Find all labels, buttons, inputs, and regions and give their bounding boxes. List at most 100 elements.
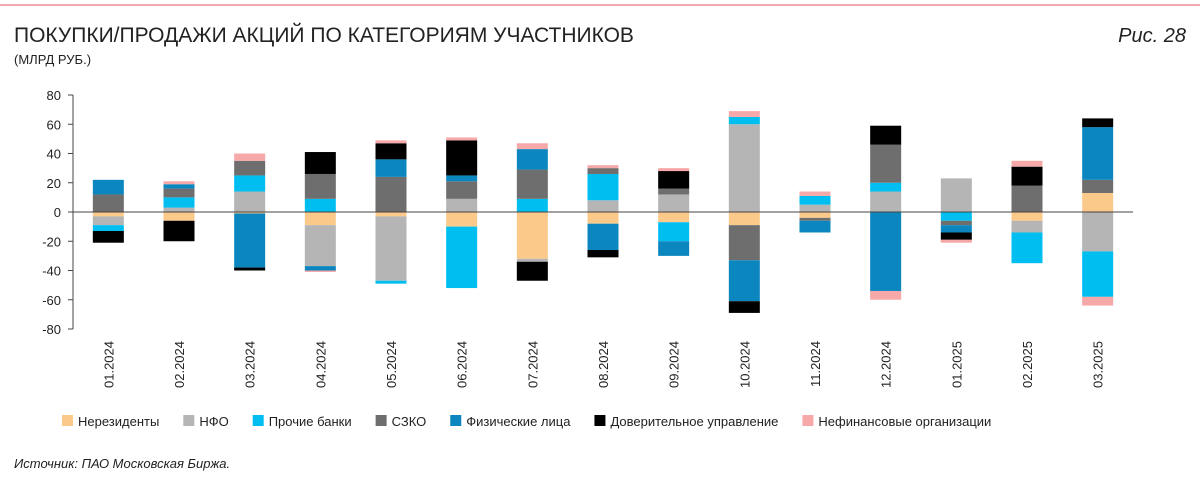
bar-segment [304, 198, 336, 212]
bar-segment [1082, 251, 1114, 297]
x-tick-label: 02.2025 [1020, 341, 1035, 388]
bar-segment [799, 191, 831, 196]
bar-segment [870, 212, 902, 291]
bar-segment [163, 220, 195, 242]
bar-segment [375, 143, 407, 160]
bar-segment [870, 182, 902, 192]
bar-segment [799, 220, 831, 233]
bar-segment [163, 181, 195, 185]
bar-segment [163, 197, 195, 208]
bar-segment [658, 222, 690, 242]
bar-segment [940, 232, 972, 240]
legend-swatch [252, 415, 264, 426]
x-tick-label: 01.2025 [949, 341, 964, 388]
bar-segment [163, 212, 195, 221]
bar-segment [92, 225, 124, 232]
chart-title: ПОКУПКИ/ПРОДАЖИ АКЦИЙ ПО КАТЕГОРИЯМ УЧАС… [14, 23, 634, 47]
bar-segment [163, 184, 195, 189]
bar-segment [375, 176, 407, 212]
bar-segment [1011, 232, 1043, 264]
bar-segment [587, 165, 619, 169]
bar-segment [304, 152, 336, 174]
bar-segment [375, 212, 407, 217]
y-tick-label: 80 [47, 88, 61, 103]
bar-segment [446, 198, 478, 212]
legend-swatch [802, 415, 814, 426]
bar-segment [587, 200, 619, 212]
legend-swatch [450, 415, 462, 426]
bar-segment [1011, 220, 1043, 233]
bar-segment [375, 140, 407, 144]
bar-segment [1011, 160, 1043, 167]
bar-segment [304, 173, 336, 199]
bar-segment [446, 137, 478, 141]
x-tick-label: 01.2024 [101, 341, 116, 388]
bar-segment [163, 207, 195, 212]
bar-segment [728, 225, 760, 261]
bar-segment [587, 173, 619, 201]
bar-segment [92, 231, 124, 243]
bar-segment [870, 290, 902, 300]
bar-segment [234, 191, 266, 212]
legend-label: Доверительное управление [610, 414, 778, 429]
bar-segment [516, 149, 548, 170]
legend-label: СЗКО [392, 414, 427, 429]
bar-segment [799, 217, 831, 221]
y-tick-label: 40 [47, 147, 61, 162]
bar-segment [799, 212, 831, 218]
bar-segment [304, 270, 336, 272]
bar-segment [1082, 179, 1114, 193]
x-tick-label: 11.2024 [808, 341, 823, 387]
bar-segment [658, 188, 690, 195]
x-tick-label: 10.2024 [737, 341, 752, 388]
chart-subtitle: (МЛРД РУБ.) [14, 52, 91, 67]
bar-segment [940, 239, 972, 243]
bar-segment [587, 168, 619, 174]
x-tick-label: 09.2024 [667, 341, 682, 388]
bar-segment [587, 212, 619, 224]
bar-segment [870, 125, 902, 145]
bar-segment [375, 216, 407, 281]
bar-segment [728, 124, 760, 212]
bar-segment [234, 175, 266, 192]
x-tick-label: 03.2025 [1091, 341, 1106, 388]
bar-segment [728, 116, 760, 125]
bar-segment [234, 160, 266, 176]
legend-label: НФО [199, 414, 228, 429]
bar-segment [870, 191, 902, 212]
bar-segment [940, 220, 972, 226]
y-tick-label: 20 [47, 176, 61, 191]
bar-segment [658, 212, 690, 223]
bar-segment [234, 212, 266, 214]
bar-segment [234, 213, 266, 268]
bar-segment [234, 267, 266, 271]
bar-segment [1082, 192, 1114, 212]
legend-label: Нефинансовые организации [818, 414, 991, 429]
y-tick-label: -40 [42, 264, 61, 279]
bar-segment [658, 241, 690, 256]
bar-segment [587, 223, 619, 251]
bar-segment [728, 111, 760, 117]
bar-segment [516, 261, 548, 281]
legend-swatch [62, 415, 73, 426]
bar-segment [1011, 166, 1043, 186]
bar-segment [516, 258, 548, 262]
bar-segment [658, 168, 690, 172]
x-tick-label: 05.2024 [384, 341, 399, 388]
legend-label: Физические лица [466, 414, 571, 429]
legend-label: Нерезиденты [78, 414, 159, 429]
source-note: Источник: ПАО Московская Биржа. [14, 456, 230, 471]
x-tick-label: 04.2024 [313, 341, 328, 388]
bar-segment [516, 143, 548, 150]
bar-segment [1082, 296, 1114, 306]
bar-segment [516, 169, 548, 199]
bar-segment [375, 159, 407, 177]
bar-segment [304, 225, 336, 267]
bar-segment [658, 194, 690, 212]
bar-segment [799, 195, 831, 205]
bar-segment [92, 179, 124, 195]
bar-segment [728, 260, 760, 302]
bar-segment [940, 178, 972, 212]
